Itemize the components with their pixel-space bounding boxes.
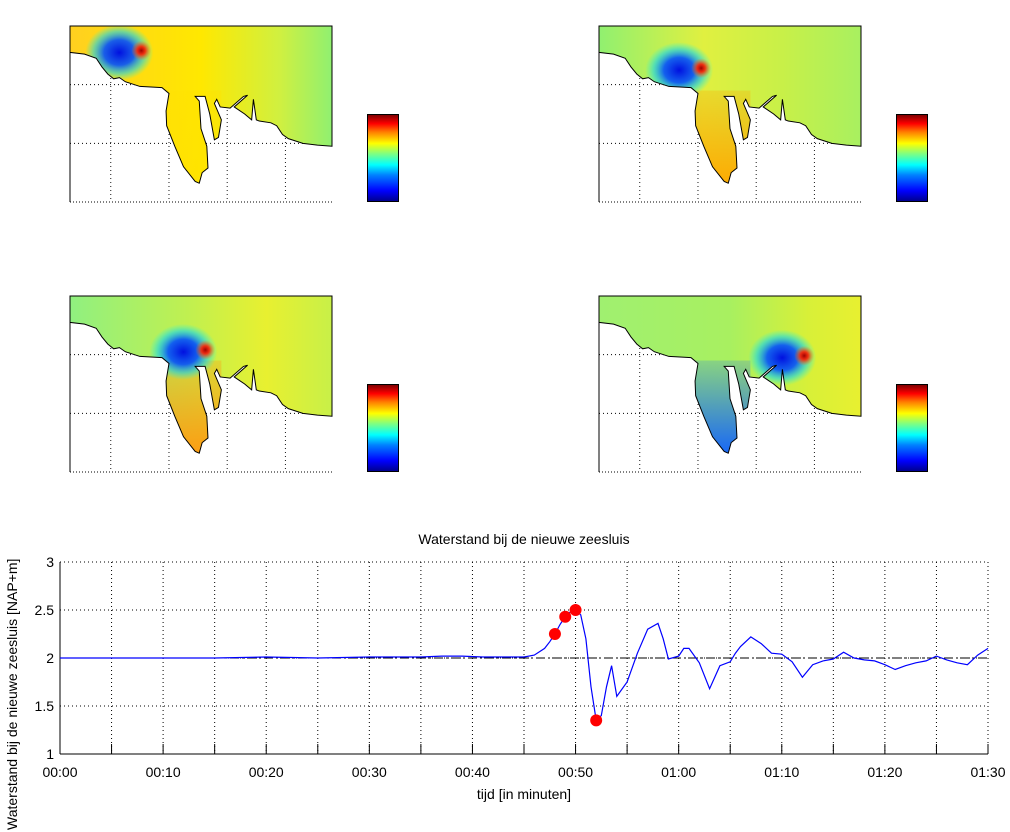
- y-tick-label: 3: [46, 554, 54, 570]
- high-water-zone: [195, 339, 216, 360]
- colorbar: [896, 384, 928, 472]
- chart-title: Waterstand bij de nieuwe zeesluis: [418, 531, 630, 547]
- map-plot: [598, 25, 862, 203]
- colorbar: [367, 114, 399, 202]
- y-tick-label: 1: [46, 746, 54, 762]
- y-tick-label: 1.5: [35, 698, 55, 714]
- x-tick-label: 01:20: [867, 764, 902, 780]
- x-tick-label: 00:00: [42, 764, 77, 780]
- scenario-point: [559, 610, 572, 623]
- colorbar: [367, 384, 399, 472]
- high-water-zone: [691, 58, 712, 79]
- scenario-point: [548, 628, 561, 640]
- x-tick-label: 01:30: [970, 764, 1005, 780]
- scenario-point: [569, 604, 582, 616]
- high-water-zone: [131, 40, 152, 61]
- coastline: [69, 295, 333, 454]
- map-plot: [69, 25, 333, 203]
- coastline: [69, 25, 333, 184]
- low-water-zone: [85, 26, 154, 81]
- y-tick-label: 2.5: [35, 602, 55, 618]
- high-water-zone: [794, 345, 815, 366]
- coastline: [598, 295, 862, 454]
- x-tick-label: 00:50: [558, 764, 593, 780]
- series-line-waterstand: [60, 609, 989, 722]
- coastline: [598, 25, 862, 184]
- colorbar: [896, 114, 928, 202]
- x-tick-label: 00:20: [249, 764, 284, 780]
- map-plot: [598, 295, 862, 473]
- x-tick-label: 01:00: [661, 764, 696, 780]
- x-tick-label: 00:10: [146, 764, 181, 780]
- x-tick-label: 01:10: [764, 764, 799, 780]
- chart-x-axis-label: tijd [in minuten]: [476, 786, 572, 802]
- x-tick-label: 00:30: [352, 764, 387, 780]
- low-water-zone: [748, 329, 817, 386]
- y-tick-label: 2: [46, 650, 54, 666]
- map-plot: [69, 295, 333, 473]
- scenario-point: [590, 714, 603, 727]
- x-tick-label: 00:40: [455, 764, 490, 780]
